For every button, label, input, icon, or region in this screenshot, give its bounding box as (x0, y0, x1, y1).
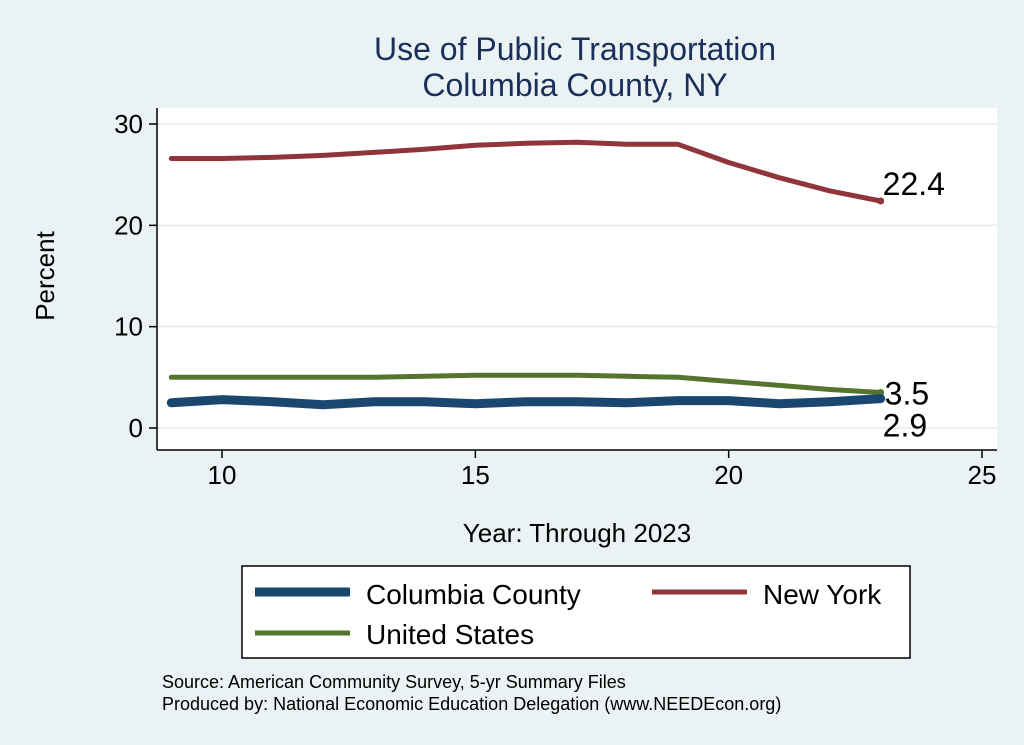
series-line-columbia-county (166, 394, 886, 410)
end-point-columbia-county (877, 395, 885, 403)
y-tick-label-20: 20 (114, 210, 143, 240)
producer-note: Produced by: National Economic Education… (162, 694, 781, 714)
axes: 0 10 20 30 10 15 20 25 (114, 108, 997, 490)
legend: Columbia County New York United States (241, 565, 911, 659)
legend-label-new-york: New York (763, 579, 882, 610)
end-labels: 22.4 3.52.9 (883, 166, 945, 444)
chart-title-line-1: Use of Public Transportation (374, 31, 776, 67)
end-point-new-york (877, 197, 885, 205)
y-axis-title: Percent (30, 230, 60, 320)
end-label-united-states: 3.5 (885, 376, 929, 412)
legend-box (241, 565, 911, 659)
y-tick-label-0: 0 (129, 413, 143, 443)
end-label-new-york: 22.4 (883, 166, 945, 202)
y-tick-label-30: 30 (114, 109, 143, 139)
series-lines (166, 139, 886, 410)
series-line-new-york (168, 139, 884, 204)
x-tick-label-10: 10 (208, 460, 237, 490)
source-note: Source: American Community Survey, 5-yr … (162, 672, 626, 692)
x-tick-label-15: 15 (461, 460, 490, 490)
chart-title-line-2: Columbia County, NY (422, 67, 727, 103)
x-tick-label-25: 25 (968, 460, 997, 490)
gridlines (157, 123, 997, 429)
legend-label-columbia-county: Columbia County (366, 579, 581, 610)
y-tick-label-10: 10 (114, 312, 143, 342)
x-tick-label-20: 20 (714, 460, 743, 490)
legend-label-united-states: United States (366, 619, 534, 650)
series-line-united-states (168, 372, 884, 395)
end-label-columbia-county: 2.9 (883, 408, 927, 444)
x-axis-title: Year: Through 2023 (463, 518, 691, 548)
